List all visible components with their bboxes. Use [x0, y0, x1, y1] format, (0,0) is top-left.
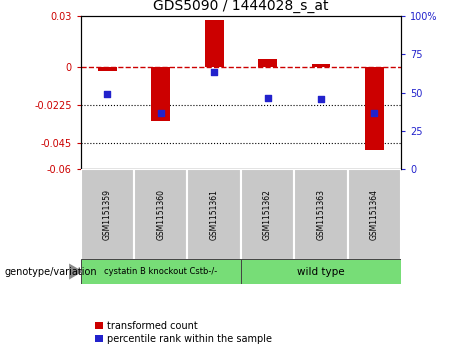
Bar — [258, 59, 277, 67]
Point — [317, 97, 325, 102]
Bar — [188, 169, 241, 260]
Point — [211, 69, 218, 75]
Text: GSM1151360: GSM1151360 — [156, 189, 165, 240]
Text: GSM1151359: GSM1151359 — [103, 189, 112, 240]
Bar — [365, 67, 384, 150]
Point — [157, 110, 165, 116]
Bar — [241, 169, 294, 260]
Bar — [98, 67, 117, 70]
Point — [104, 91, 111, 97]
Bar — [205, 20, 224, 67]
Text: GSM1151362: GSM1151362 — [263, 189, 272, 240]
Point — [264, 95, 271, 101]
Text: GSM1151363: GSM1151363 — [316, 189, 325, 240]
Bar — [241, 259, 401, 284]
Bar — [294, 169, 348, 260]
Legend: transformed count, percentile rank within the sample: transformed count, percentile rank withi… — [95, 321, 272, 344]
Title: GDS5090 / 1444028_s_at: GDS5090 / 1444028_s_at — [153, 0, 329, 13]
Bar — [134, 169, 188, 260]
Bar — [151, 67, 170, 121]
Text: genotype/variation: genotype/variation — [5, 266, 97, 277]
Text: GSM1151364: GSM1151364 — [370, 189, 379, 240]
Bar — [81, 169, 134, 260]
Bar — [348, 169, 401, 260]
Text: cystatin B knockout Cstb-/-: cystatin B knockout Cstb-/- — [104, 267, 218, 276]
Polygon shape — [69, 264, 83, 280]
Bar — [81, 259, 241, 284]
Point — [371, 110, 378, 116]
Text: wild type: wild type — [297, 266, 345, 277]
Text: GSM1151361: GSM1151361 — [210, 189, 219, 240]
Bar — [312, 64, 331, 67]
